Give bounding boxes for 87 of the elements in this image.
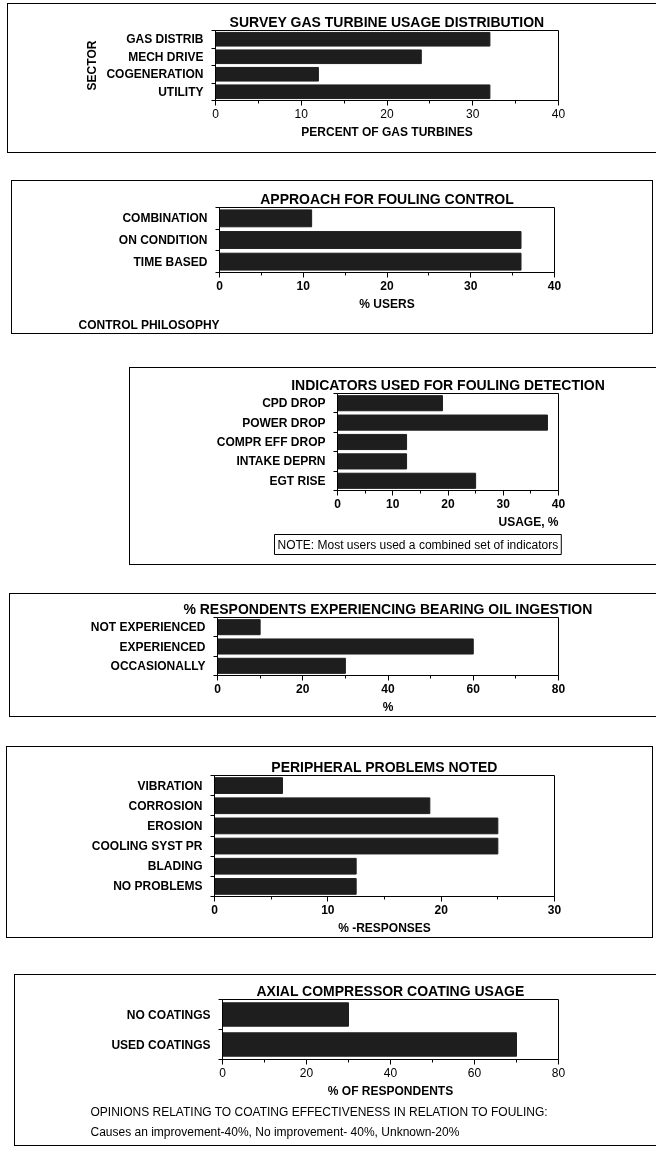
x-tick-label: 40 [383, 1065, 398, 1080]
y-tick-label: EGT RISE [269, 473, 326, 488]
x-tick-label: 80 [551, 1065, 566, 1080]
x-tick-label: 0 [334, 496, 342, 511]
y-tick-label: POWER DROP [242, 415, 326, 430]
x-axis-title: PERCENT OF GAS TURBINES [301, 124, 473, 139]
y-tick-label: MECH DRIVE [128, 49, 204, 64]
x-tick-label: 10 [386, 496, 400, 511]
bar [337, 395, 443, 412]
x-tick-label: 40 [551, 496, 566, 511]
x-axis-title: % [382, 699, 394, 714]
x-axis-title: USAGE, % [498, 514, 559, 529]
x-tick-label: 30 [464, 278, 478, 293]
y-tick-label: BLADING [147, 859, 203, 874]
bar [214, 857, 357, 875]
bar [337, 414, 548, 431]
x-tick-label: 0 [216, 278, 224, 293]
y-tick-label: CORROSION [128, 798, 203, 813]
text: NOTE: Most users used a combined set of indicators [277, 537, 559, 552]
y-axis-title: CONTROL PHILOSOPHY [78, 317, 220, 332]
y-tick-label: COMBINATION [122, 211, 208, 226]
x-axis-title: % USERS [359, 296, 415, 311]
text: Causes an improvement-40%, No improvement- 40%, Unknown-20% [90, 1124, 460, 1139]
bar [337, 453, 408, 470]
bar [215, 49, 422, 65]
x-tick-label: 40 [551, 106, 566, 121]
bar [217, 657, 346, 674]
y-tick-label: USED COATINGS [111, 1037, 211, 1052]
x-tick-label: 30 [547, 902, 562, 917]
x-tick-label: 10 [296, 278, 311, 293]
y-tick-label: NO PROBLEMS [113, 879, 203, 894]
x-tick-label: 0 [212, 106, 220, 121]
bar [214, 837, 499, 855]
x-tick-label: 60 [467, 1065, 482, 1080]
bar [217, 619, 261, 636]
chart-title: APPROACH FOR FOULING CONTROL [260, 190, 515, 207]
bar [337, 472, 477, 489]
x-axis-title: % OF RESPONDENTS [327, 1083, 454, 1098]
bar [214, 797, 431, 815]
bar [214, 878, 357, 895]
x-tick-label: 40 [381, 681, 395, 696]
bar [215, 31, 491, 47]
y-tick-label: INTAKE DEPRN [236, 454, 326, 469]
x-axis-title: % -RESPONSES [338, 920, 431, 935]
y-tick-label: UTILITY [158, 84, 204, 99]
x-tick-label: 10 [321, 902, 335, 917]
x-tick-label: 0 [219, 1065, 227, 1080]
x-tick-label: 20 [380, 106, 394, 121]
x-tick-label: 40 [547, 278, 562, 293]
bar [214, 777, 283, 794]
x-tick-label: 10 [294, 106, 309, 121]
x-tick-label: 0 [211, 902, 219, 917]
y-tick-label: COMPR EFF DROP [216, 435, 326, 449]
bar [217, 638, 474, 655]
chart-title: % RESPONDENTS EXPERIENCING BEARING OIL INGESTION [183, 600, 593, 617]
y-tick-label: GAS DISTRIB [126, 32, 204, 47]
bar [215, 84, 491, 100]
chart-title: AXIAL COMPRESSOR COATING USAGE [256, 982, 525, 999]
y-tick-label: NO COATINGS [126, 1007, 211, 1022]
x-tick-label: 20 [296, 681, 310, 696]
y-tick-label: EXPERIENCED [119, 639, 206, 654]
y-axis-title: SECTOR [85, 40, 100, 91]
y-tick-label: OCCASIONALLY [110, 658, 206, 673]
y-tick-label: EROSION [147, 818, 203, 833]
y-tick-label: CPD DROP [262, 396, 326, 411]
bar [215, 66, 319, 82]
chart-title: SURVEY GAS TURBINE USAGE DISTRIBUTION [229, 13, 545, 30]
chart-title: INDICATORS USED FOR FOULING DETECTION [291, 376, 605, 393]
x-tick-label: 80 [551, 681, 566, 696]
bar [214, 817, 499, 835]
x-tick-label: 20 [441, 496, 455, 511]
text: OPINIONS RELATING TO COATING EFFECTIVENESS IN RELATION TO FOULING: [90, 1104, 548, 1119]
y-tick-label: COGENERATION [106, 67, 204, 82]
y-tick-label: TIME BASED [133, 254, 208, 269]
y-tick-label: COOLING SYST PR [91, 839, 203, 854]
y-tick-label: NOT EXPERIENCED [90, 620, 206, 635]
chart-title: PERIPHERAL PROBLEMS NOTED [271, 758, 498, 775]
x-tick-label: 20 [434, 902, 449, 917]
y-tick-label: ON CONDITION [118, 233, 208, 247]
x-tick-label: 0 [214, 681, 222, 696]
x-tick-label: 30 [496, 496, 511, 511]
x-tick-label: 60 [466, 681, 481, 696]
x-tick-label: 20 [299, 1065, 314, 1080]
y-tick-label: VIBRATION [137, 778, 203, 793]
bar [337, 433, 408, 451]
x-tick-label: 30 [466, 106, 480, 121]
x-tick-label: 20 [380, 278, 394, 293]
